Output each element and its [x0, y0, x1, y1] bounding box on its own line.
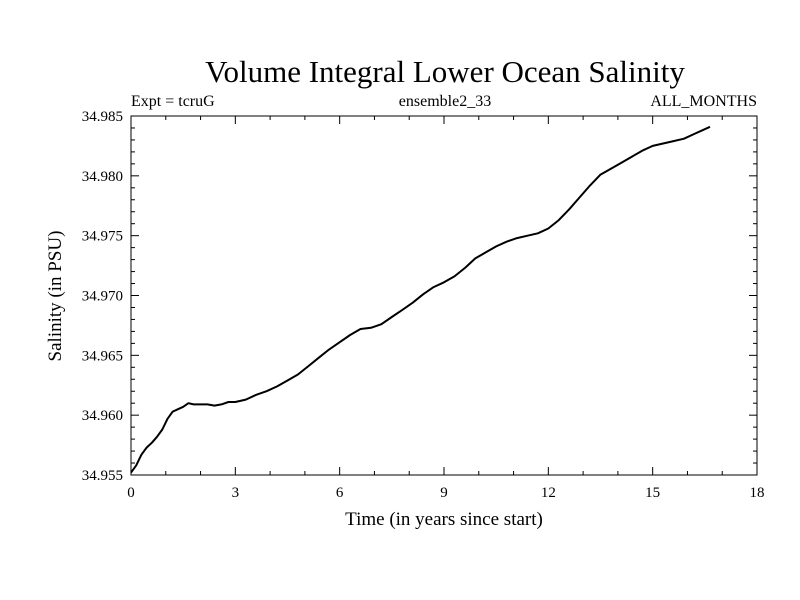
x-tick-label: 9 — [440, 485, 448, 501]
months-label: ALL_MONTHS — [650, 93, 757, 110]
y-axis-label: Salinity (in PSU) — [45, 231, 66, 362]
salinity-series-line — [130, 125, 711, 474]
x-tick-label: 3 — [232, 485, 240, 501]
y-tick-label: 34.965 — [82, 348, 123, 364]
ensemble-label: ensemble2_33 — [399, 93, 491, 110]
x-axis-ticks: 0 3 6 9 12 15 18 — [127, 116, 765, 501]
y-tick-label: 34.955 — [82, 468, 123, 484]
x-tick-label: 18 — [750, 485, 765, 501]
x-axis-label: Time (in years since start) — [345, 509, 543, 530]
y-tick-label: 34.970 — [82, 289, 123, 305]
plot-frame — [130, 115, 758, 476]
y-axis-ticks: 34.955 34.960 34.965 34.970 34.975 34.980 34.9… — [82, 109, 757, 484]
chart-title: Volume Integral Lower Ocean Salinity — [205, 54, 685, 89]
y-tick-label: 34.985 — [82, 109, 123, 125]
x-tick-label: 15 — [645, 485, 660, 501]
experiment-label: Expt = tcruG — [131, 93, 215, 110]
y-tick-label: 34.960 — [82, 408, 123, 424]
x-tick-label: 6 — [336, 485, 344, 501]
y-tick-label: 34.975 — [82, 229, 123, 245]
x-tick-label: 0 — [127, 485, 135, 501]
x-tick-label: 12 — [541, 485, 556, 501]
y-tick-label: 34.980 — [82, 169, 123, 185]
